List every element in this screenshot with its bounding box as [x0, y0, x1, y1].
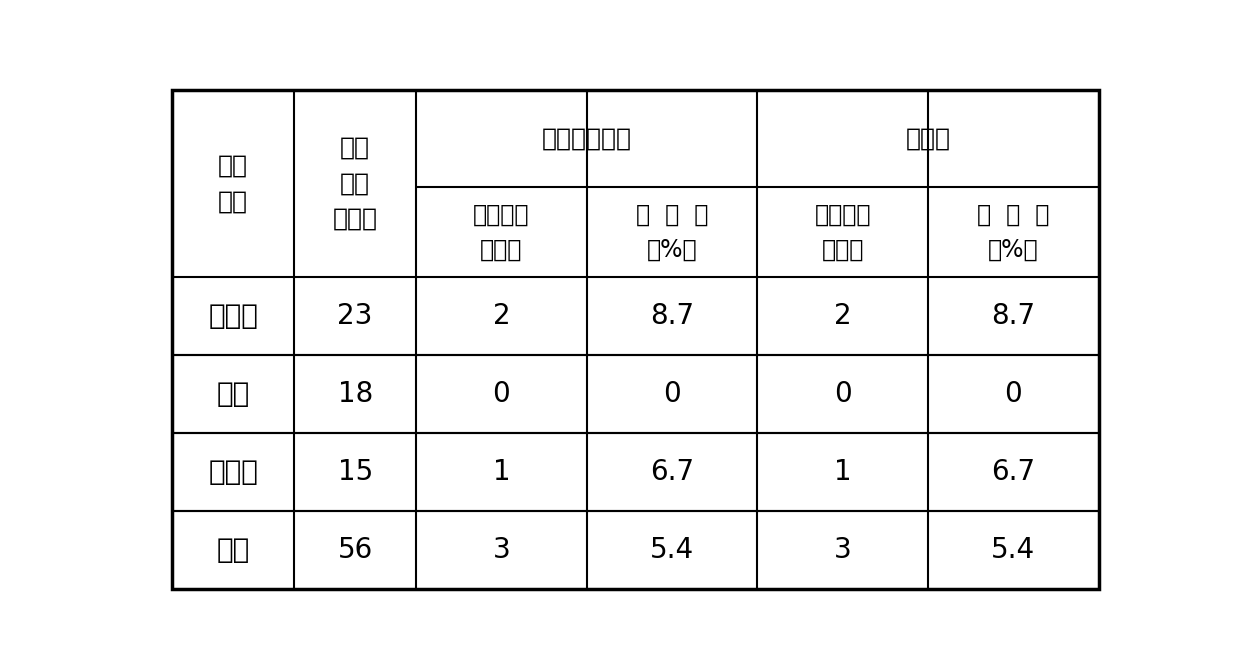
Text: 0: 0 — [833, 380, 852, 408]
Text: 抽检
数量
（份）: 抽检 数量 （份） — [332, 136, 378, 231]
Text: 0: 0 — [663, 380, 681, 408]
Text: 样品
种类: 样品 种类 — [218, 154, 248, 213]
Text: 6.7: 6.7 — [650, 458, 694, 486]
Text: 合计: 合计 — [217, 536, 250, 564]
Text: 0: 0 — [492, 380, 511, 408]
Text: 乳制品: 乳制品 — [208, 458, 258, 486]
Text: 本发明: 本发明 — [905, 126, 951, 151]
Text: 23: 23 — [337, 302, 373, 330]
Text: 18: 18 — [337, 380, 373, 408]
Text: 0: 0 — [1004, 380, 1022, 408]
Text: 2: 2 — [835, 302, 852, 330]
Text: 15: 15 — [337, 458, 373, 486]
Text: 2: 2 — [492, 302, 510, 330]
Text: 阳  性  率
（%）: 阳 性 率 （%） — [636, 202, 708, 262]
Text: 8.7: 8.7 — [991, 302, 1035, 330]
Text: 检出数量
（份）: 检出数量 （份） — [474, 202, 529, 262]
Text: 阳  性  率
（%）: 阳 性 率 （%） — [977, 202, 1049, 262]
Text: 检出数量
（份）: 检出数量 （份） — [815, 202, 870, 262]
Text: 传统检测方法: 传统检测方法 — [542, 126, 631, 151]
Text: 畜禽肉: 畜禽肉 — [208, 302, 258, 330]
Text: 蔬菜: 蔬菜 — [217, 380, 250, 408]
Text: 6.7: 6.7 — [991, 458, 1035, 486]
Text: 56: 56 — [337, 536, 373, 564]
Text: 5.4: 5.4 — [991, 536, 1035, 564]
Text: 1: 1 — [835, 458, 852, 486]
Text: 3: 3 — [833, 536, 852, 564]
Text: 8.7: 8.7 — [650, 302, 694, 330]
Text: 5.4: 5.4 — [650, 536, 694, 564]
Text: 1: 1 — [492, 458, 510, 486]
Text: 3: 3 — [492, 536, 511, 564]
